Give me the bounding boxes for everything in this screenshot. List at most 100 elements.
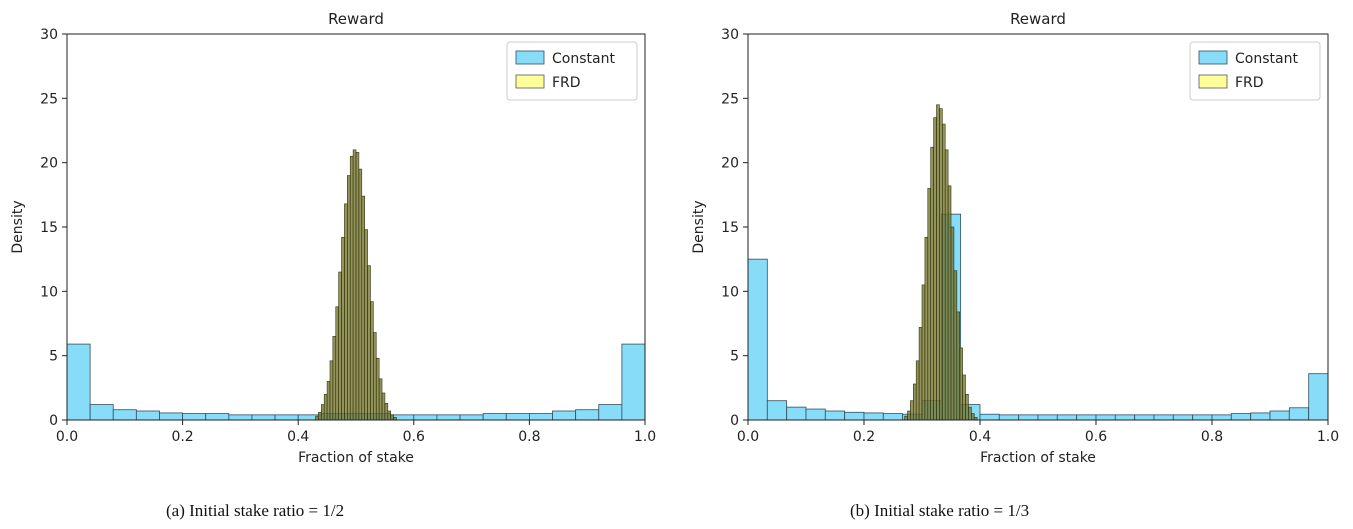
y-tick-label: 5 bbox=[730, 349, 739, 365]
constant-bar bbox=[1018, 414, 1039, 420]
constant-bar bbox=[805, 408, 826, 420]
frd-bar-shade bbox=[344, 203, 348, 420]
x-tick-label: 0.8 bbox=[1201, 429, 1223, 445]
legend-label: FRD bbox=[1235, 75, 1264, 91]
constant-bar bbox=[1153, 414, 1174, 420]
constant-bar bbox=[1230, 413, 1252, 420]
frd-bar-shade bbox=[968, 407, 972, 420]
legend-label: FRD bbox=[552, 75, 581, 91]
legend-label: Constant bbox=[552, 51, 615, 67]
frd-bar-shade bbox=[361, 196, 365, 420]
frd-bar-shade bbox=[951, 227, 954, 420]
constant-bar bbox=[1192, 414, 1213, 420]
y-tick-label: 15 bbox=[40, 220, 58, 236]
constant-bar bbox=[112, 409, 137, 420]
frd-bar-shade bbox=[942, 124, 946, 420]
constant-bar bbox=[251, 414, 276, 420]
frd-bar-shade bbox=[910, 400, 914, 420]
frd-bar-shade bbox=[907, 410, 911, 420]
legend-swatch bbox=[515, 50, 545, 65]
frd-bar-shade bbox=[356, 152, 359, 420]
frd-bar-shade bbox=[341, 237, 345, 420]
frd-bar-shade bbox=[384, 403, 388, 420]
constant-bar bbox=[575, 409, 600, 420]
x-tick-label: 0.4 bbox=[287, 429, 309, 445]
constant-bar bbox=[413, 414, 438, 420]
constant-bar bbox=[1114, 414, 1136, 420]
frd-bar-shade bbox=[350, 156, 354, 420]
constant-bar bbox=[979, 413, 1000, 420]
x-tick-label: 0.4 bbox=[969, 429, 991, 445]
constant-bar bbox=[482, 413, 507, 420]
figure-caption: (a) Initial stake ratio = 1/2 bbox=[166, 501, 344, 520]
frd-bar-shade bbox=[971, 413, 975, 420]
constant-bar bbox=[1211, 414, 1232, 420]
x-tick-label: 1.0 bbox=[634, 429, 656, 445]
constant-bar bbox=[1288, 407, 1310, 420]
frd-bar-shade bbox=[338, 272, 342, 420]
frd-bar-shade bbox=[962, 374, 966, 420]
legend-swatch bbox=[1198, 74, 1228, 89]
frd-bar-shade bbox=[953, 270, 957, 420]
frd-bar-shade bbox=[329, 360, 333, 420]
x-tick-label: 0.8 bbox=[518, 429, 540, 445]
x-tick-label: 0.2 bbox=[853, 429, 875, 445]
frd-bar-shade bbox=[353, 149, 356, 420]
constant-bar bbox=[786, 406, 807, 420]
y-tick-label: 0 bbox=[730, 413, 739, 429]
y-tick-label: 20 bbox=[721, 156, 739, 172]
constant-bar bbox=[1250, 412, 1271, 420]
legend: Constant FRD bbox=[1189, 41, 1321, 101]
frd-bar-shade bbox=[370, 301, 374, 420]
frd-bar-shade bbox=[959, 347, 963, 420]
y-axis-label: Density bbox=[691, 200, 707, 253]
y-tick-label: 10 bbox=[721, 284, 739, 300]
frd-bar-shade bbox=[347, 175, 351, 420]
frd-bar-shade bbox=[924, 237, 928, 420]
constant-bar bbox=[182, 413, 207, 420]
frd-bar-shade bbox=[933, 117, 937, 420]
constant-bar bbox=[1172, 414, 1194, 420]
frd-bar-shade bbox=[922, 284, 925, 420]
frd-bar-shade bbox=[945, 149, 949, 420]
legend-label: Constant bbox=[1235, 51, 1298, 67]
constant-bar bbox=[1037, 414, 1058, 420]
frd-bar-shade bbox=[318, 412, 322, 420]
frd-bar-shade bbox=[974, 417, 978, 420]
y-tick-label: 10 bbox=[40, 284, 58, 300]
constant-bar bbox=[1269, 410, 1290, 420]
frd-bar-shade bbox=[364, 229, 368, 420]
y-tick-label: 5 bbox=[49, 349, 58, 365]
constant-bar bbox=[529, 413, 553, 420]
frd-bar-shade bbox=[965, 394, 969, 420]
frd-bar-shade bbox=[332, 336, 336, 420]
frd-bar-shade bbox=[936, 104, 940, 420]
frd-bar-shade bbox=[382, 392, 385, 420]
frd-bar-shade bbox=[904, 416, 908, 420]
constant-bar bbox=[844, 411, 865, 420]
constant-bar bbox=[135, 410, 160, 420]
frd-bar-shade bbox=[916, 360, 920, 420]
constant-bar bbox=[67, 343, 91, 420]
x-axis-label: Fraction of stake bbox=[298, 450, 414, 466]
frd-bar-shade bbox=[376, 358, 380, 420]
constant-bar bbox=[159, 412, 183, 420]
frd-bar-shade bbox=[358, 169, 362, 420]
constant-bar bbox=[228, 414, 253, 420]
constant-bar bbox=[436, 414, 461, 420]
frd-bar-shade bbox=[927, 188, 931, 420]
constant-bar bbox=[824, 410, 846, 420]
frd-bar-shade bbox=[387, 410, 391, 420]
frd-bar-shade bbox=[324, 394, 328, 420]
x-tick-label: 0.0 bbox=[737, 429, 759, 445]
frd-bar-shade bbox=[335, 306, 339, 420]
constant-bar bbox=[598, 404, 623, 420]
constant-bar bbox=[552, 410, 577, 420]
frd-bar-shade bbox=[393, 417, 397, 420]
frd-bar-shade bbox=[367, 265, 371, 420]
frd-bar-shade bbox=[939, 108, 943, 420]
constant-bar bbox=[1134, 414, 1155, 420]
figure-caption: (b) Initial stake ratio = 1/3 bbox=[850, 501, 1029, 520]
histogram-bars bbox=[748, 104, 1328, 420]
constant-bar bbox=[882, 413, 904, 420]
